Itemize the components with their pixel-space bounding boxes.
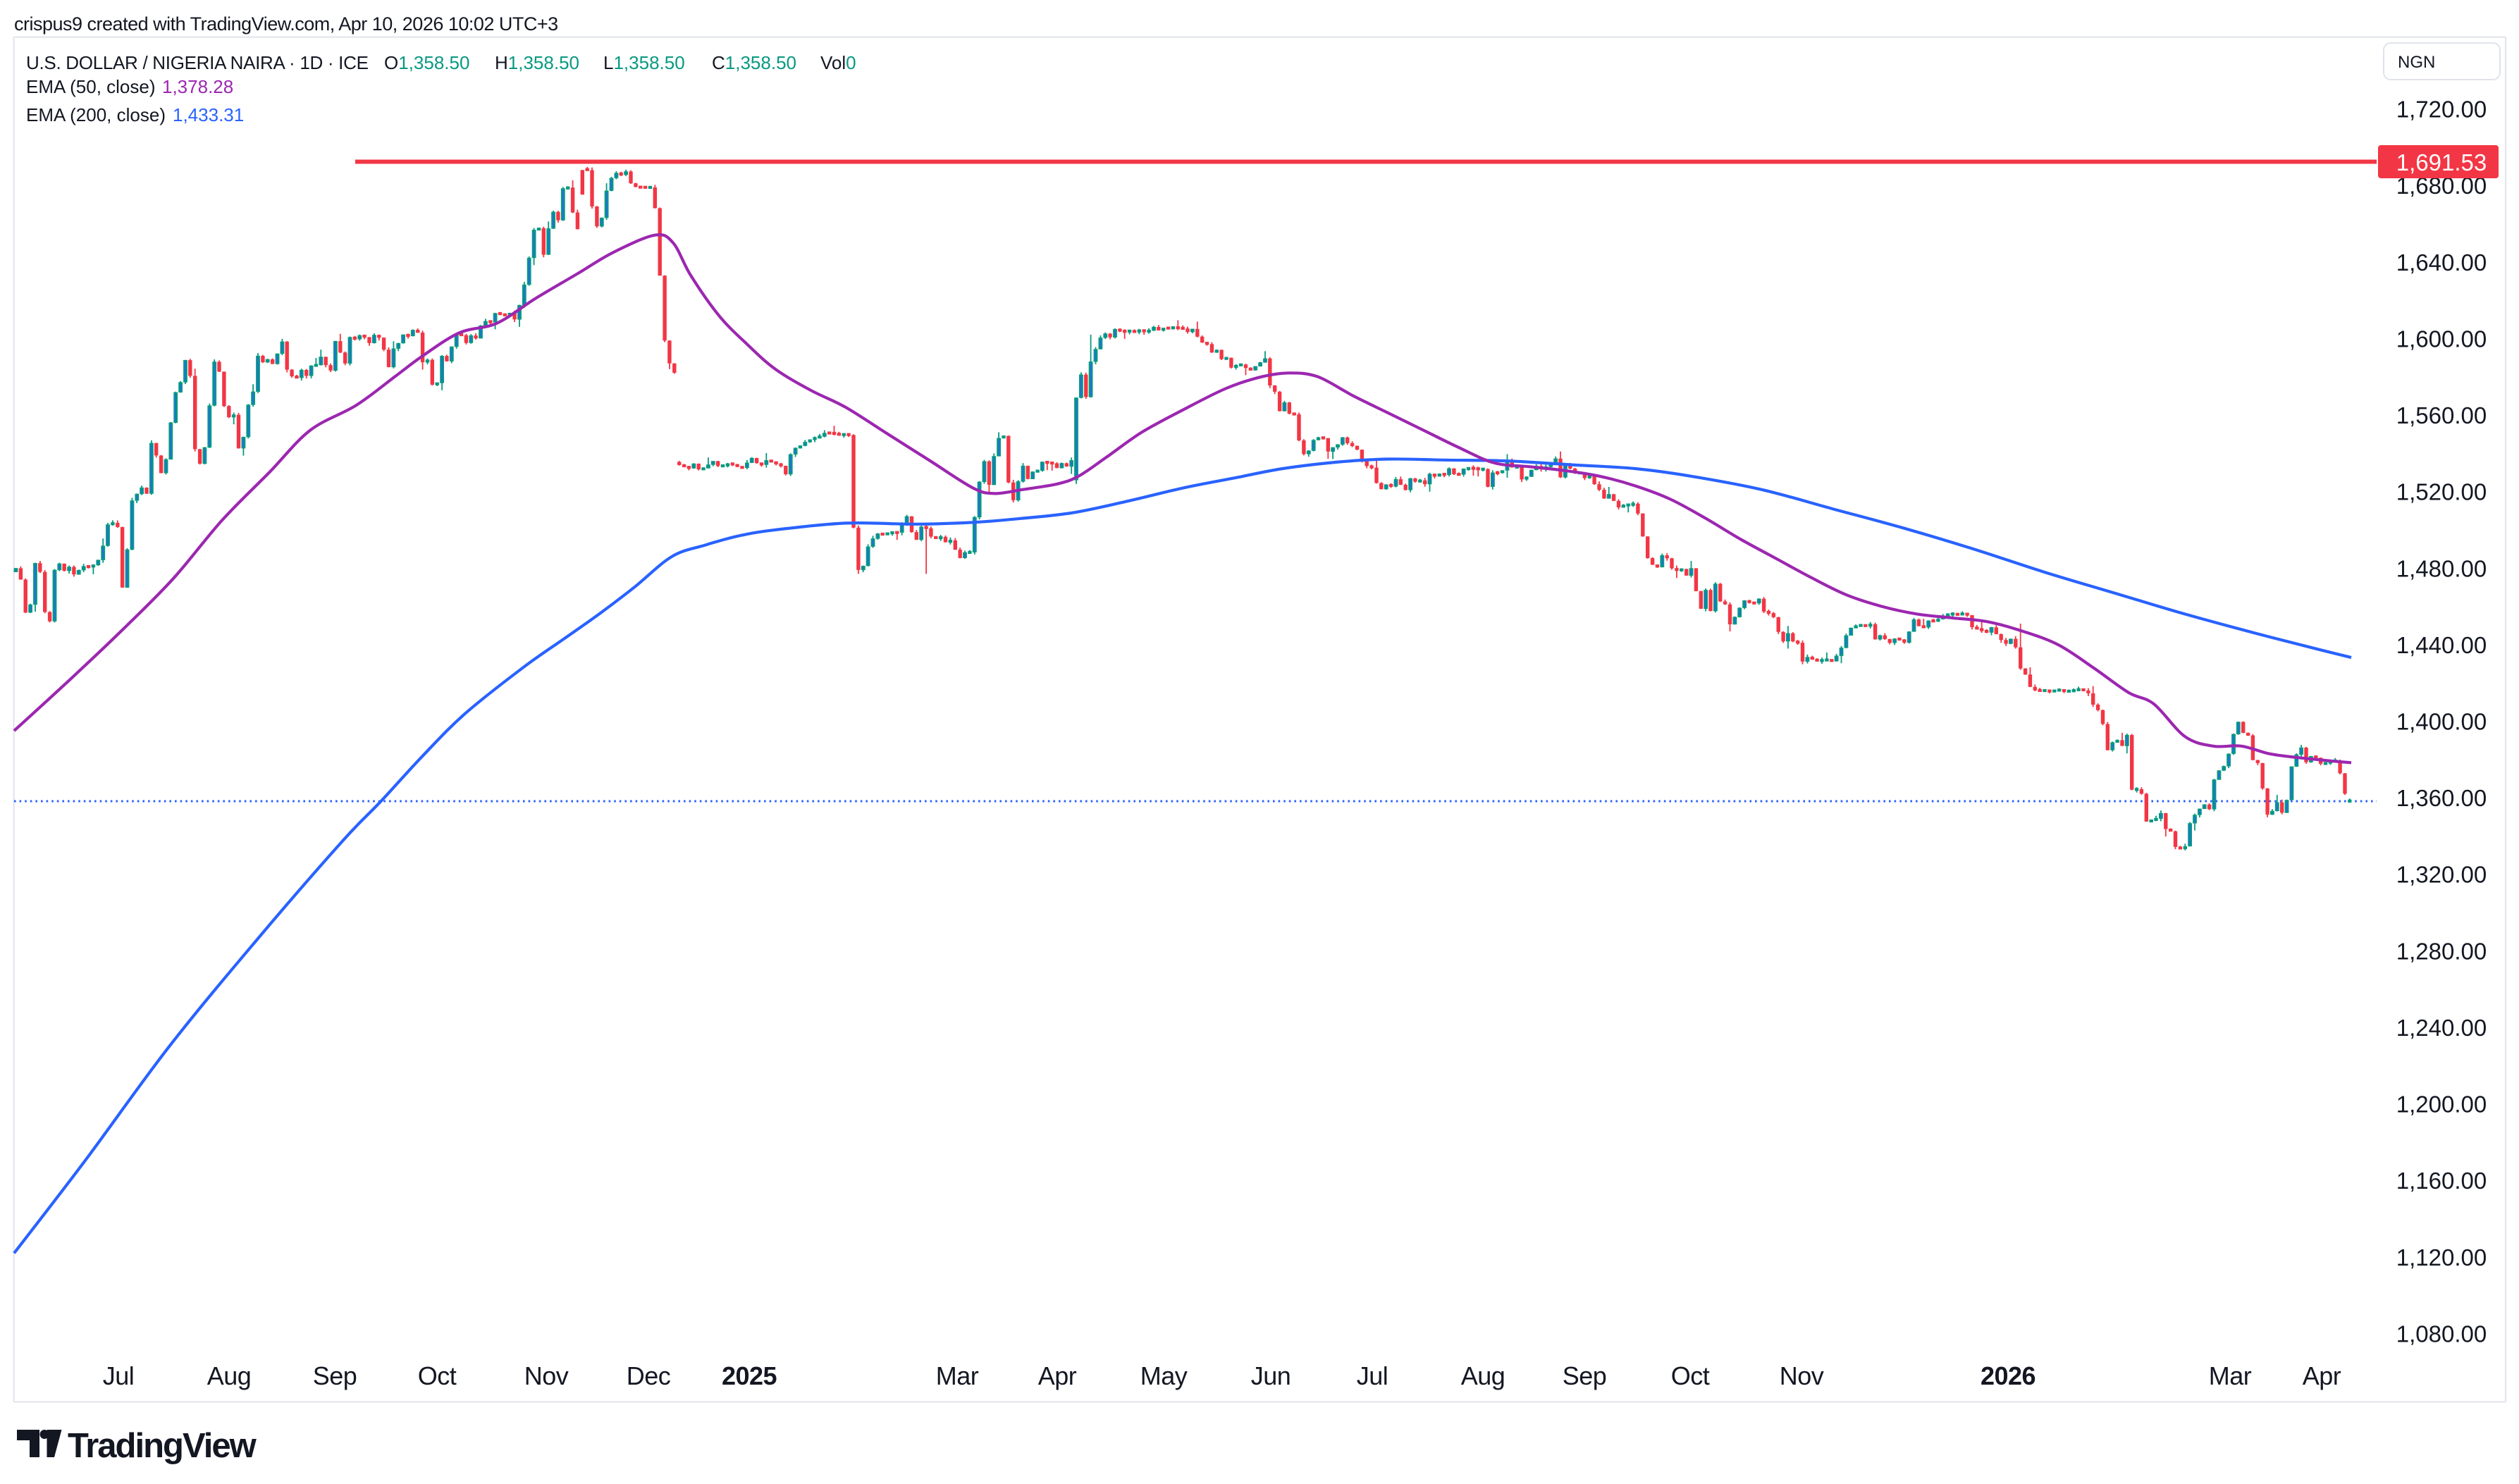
svg-text:1,120.00: 1,120.00	[2396, 1244, 2487, 1270]
svg-text:Mar: Mar	[936, 1361, 979, 1390]
svg-text:Vol0: Vol0	[820, 52, 856, 73]
svg-text:1,600.00: 1,600.00	[2396, 326, 2487, 352]
svg-text:O1,358.50: O1,358.50	[384, 52, 469, 73]
svg-text:Sep: Sep	[313, 1361, 357, 1390]
svg-text:EMA (50, close): EMA (50, close)	[26, 76, 156, 97]
svg-text:TradingView: TradingView	[68, 1427, 257, 1465]
svg-text:1,433.31: 1,433.31	[173, 104, 244, 125]
svg-text:2026: 2026	[1981, 1361, 2035, 1390]
svg-text:1,320.00: 1,320.00	[2396, 862, 2487, 888]
svg-text:May: May	[1140, 1361, 1188, 1390]
svg-text:Jul: Jul	[1357, 1361, 1388, 1390]
svg-text:crispus9 created with TradingV: crispus9 created with TradingView.com, A…	[14, 13, 558, 35]
svg-text:1,378.28: 1,378.28	[162, 76, 233, 97]
svg-text:1,640.00: 1,640.00	[2396, 249, 2487, 276]
svg-text:Oct: Oct	[1671, 1361, 1710, 1390]
svg-text:H1,358.50: H1,358.50	[495, 52, 579, 73]
svg-text:1,440.00: 1,440.00	[2396, 632, 2487, 658]
svg-text:1,691.53: 1,691.53	[2396, 149, 2487, 175]
svg-text:Apr: Apr	[1038, 1361, 1077, 1390]
svg-text:1,240.00: 1,240.00	[2396, 1015, 2487, 1041]
svg-text:Oct: Oct	[418, 1361, 457, 1390]
svg-text:Mar: Mar	[2209, 1361, 2252, 1390]
svg-text:1,360.00: 1,360.00	[2396, 785, 2487, 811]
svg-text:1,200.00: 1,200.00	[2396, 1092, 2487, 1118]
svg-text:2025: 2025	[722, 1361, 777, 1390]
svg-text:Aug: Aug	[207, 1361, 252, 1390]
svg-text:1,400.00: 1,400.00	[2396, 709, 2487, 735]
svg-text:C1,358.50: C1,358.50	[712, 52, 796, 73]
svg-text:1,280.00: 1,280.00	[2396, 938, 2487, 964]
svg-text:Nov: Nov	[1780, 1361, 1824, 1390]
svg-text:NGN: NGN	[2398, 53, 2435, 72]
svg-text:L1,358.50: L1,358.50	[603, 52, 685, 73]
svg-text:1,160.00: 1,160.00	[2396, 1168, 2487, 1194]
svg-text:Apr: Apr	[2303, 1361, 2341, 1390]
svg-text:1,720.00: 1,720.00	[2396, 97, 2487, 123]
svg-text:1,480.00: 1,480.00	[2396, 555, 2487, 581]
svg-text:U.S. DOLLAR / NIGERIA NAIRA ·: U.S. DOLLAR / NIGERIA NAIRA · 1D · ICE	[26, 52, 369, 73]
svg-text:1,520.00: 1,520.00	[2396, 479, 2487, 505]
svg-text:1,080.00: 1,080.00	[2396, 1321, 2487, 1347]
svg-text:1,560.00: 1,560.00	[2396, 402, 2487, 428]
svg-text:Jul: Jul	[103, 1361, 135, 1390]
svg-text:Sep: Sep	[1563, 1361, 1607, 1390]
svg-text:Dec: Dec	[627, 1361, 671, 1390]
svg-text:Aug: Aug	[1461, 1361, 1505, 1390]
svg-text:Nov: Nov	[524, 1361, 569, 1390]
svg-text:Jun: Jun	[1251, 1361, 1291, 1390]
svg-text:EMA (200, close): EMA (200, close)	[26, 104, 166, 125]
